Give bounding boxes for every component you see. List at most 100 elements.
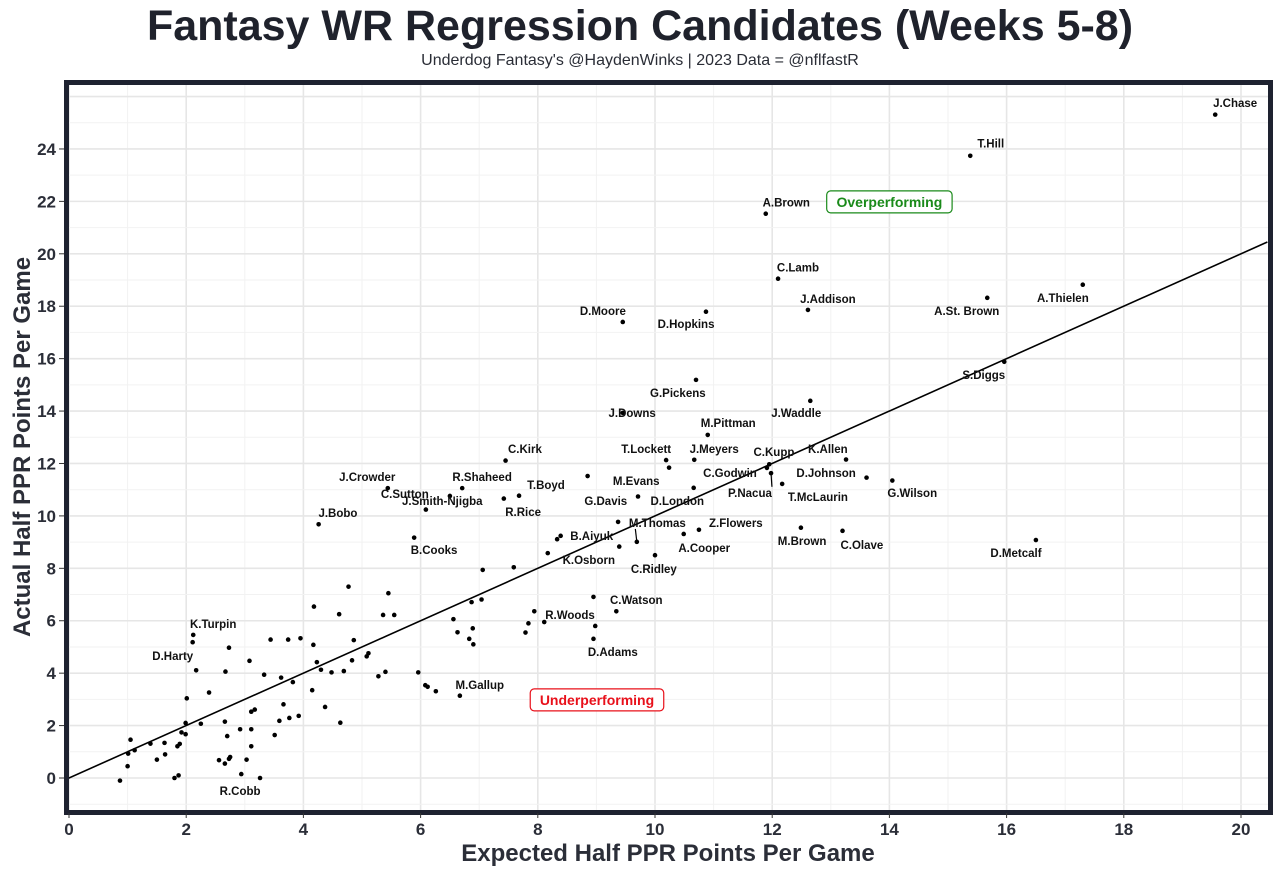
point-label: J.Bobo bbox=[318, 508, 357, 520]
y-tick-label: 12 bbox=[37, 454, 56, 473]
data-point bbox=[179, 730, 184, 735]
data-point bbox=[696, 527, 702, 533]
data-point bbox=[278, 675, 284, 680]
y-tick-label: 8 bbox=[47, 559, 56, 578]
data-point bbox=[466, 636, 472, 642]
data-point bbox=[423, 507, 429, 512]
point-label: P.Nacua bbox=[728, 488, 773, 500]
data-point bbox=[125, 763, 130, 769]
point-label: T.Lockett bbox=[621, 444, 671, 456]
y-tick-label: 18 bbox=[37, 297, 56, 316]
data-point bbox=[705, 432, 711, 438]
data-point bbox=[322, 704, 328, 710]
point-label: M.Evans bbox=[613, 476, 660, 488]
point-label: C.Sutton bbox=[381, 489, 429, 501]
point-label: M.Gallup bbox=[456, 680, 505, 692]
reference-line bbox=[69, 241, 1268, 779]
data-point bbox=[798, 525, 804, 530]
point-label: J.Downs bbox=[608, 408, 655, 420]
point-label: J.Chase bbox=[1213, 98, 1257, 110]
point-label: G.Wilson bbox=[887, 488, 937, 500]
data-point bbox=[148, 741, 153, 746]
data-point bbox=[984, 295, 990, 301]
x-tick-label: 14 bbox=[880, 820, 899, 839]
point-label: J.Smith-Njigba bbox=[402, 496, 483, 508]
data-point bbox=[257, 775, 263, 781]
data-point bbox=[840, 528, 845, 534]
data-point bbox=[554, 536, 560, 542]
point-label: C.Kupp bbox=[754, 447, 795, 459]
x-tick-label: 8 bbox=[533, 820, 542, 839]
data-point bbox=[411, 535, 417, 540]
y-tick-label: 2 bbox=[47, 717, 56, 736]
data-point bbox=[967, 153, 973, 159]
y-tick-label: 0 bbox=[47, 769, 56, 788]
data-point bbox=[125, 751, 131, 756]
data-point bbox=[545, 550, 551, 556]
point-label: A.Brown bbox=[763, 198, 810, 210]
x-tick-label: 4 bbox=[299, 820, 309, 839]
data-point bbox=[1001, 359, 1007, 365]
data-point bbox=[652, 552, 658, 558]
data-point bbox=[470, 626, 476, 631]
data-point bbox=[503, 458, 508, 463]
point-label: A.Cooper bbox=[678, 543, 730, 555]
data-point bbox=[311, 642, 316, 648]
data-point bbox=[501, 496, 507, 501]
point-label: T.Hill bbox=[977, 139, 1004, 151]
data-point bbox=[281, 702, 286, 707]
data-point bbox=[541, 619, 547, 625]
point-label: K.Turpin bbox=[190, 619, 236, 631]
data-point bbox=[585, 473, 590, 479]
annotations: Overperforming Underperforming bbox=[529, 190, 953, 712]
data-point bbox=[172, 775, 177, 781]
annotation-box bbox=[826, 190, 953, 214]
y-equals-x-line bbox=[69, 241, 1268, 779]
data-point bbox=[386, 590, 391, 596]
point-label: C.Godwin bbox=[703, 468, 757, 480]
data-point bbox=[779, 481, 785, 487]
data-point bbox=[469, 599, 474, 605]
y-tick-label: 24 bbox=[37, 140, 56, 159]
data-point bbox=[864, 475, 869, 480]
data-point bbox=[336, 611, 342, 617]
data-point bbox=[591, 636, 596, 642]
point-label: C.Olave bbox=[840, 540, 883, 552]
data-point bbox=[277, 718, 282, 724]
data-point bbox=[614, 609, 619, 614]
data-point bbox=[1033, 537, 1039, 543]
data-point bbox=[227, 754, 233, 760]
chart-title: Fantasy WR Regression Candidates (Weeks … bbox=[146, 2, 1134, 50]
data-point bbox=[261, 672, 267, 678]
data-point bbox=[366, 650, 371, 656]
data-points bbox=[117, 112, 1218, 783]
data-point bbox=[222, 719, 228, 724]
data-point bbox=[268, 637, 273, 642]
x-tick-label: 20 bbox=[1232, 820, 1251, 839]
point-label: A.Thielen bbox=[1037, 293, 1089, 305]
y-axis-title: Actual Half PPR Points Per Game bbox=[9, 257, 36, 637]
data-point bbox=[222, 761, 228, 766]
y-tick-label: 10 bbox=[37, 507, 56, 526]
data-point bbox=[620, 319, 626, 325]
data-point bbox=[447, 493, 453, 499]
data-point bbox=[766, 461, 772, 467]
x-tick-label: 16 bbox=[997, 820, 1016, 839]
data-point bbox=[807, 398, 813, 404]
data-point bbox=[620, 410, 626, 416]
data-point bbox=[290, 679, 296, 685]
data-point bbox=[511, 564, 517, 570]
data-point bbox=[775, 276, 781, 281]
point-label: J.Waddle bbox=[771, 408, 821, 420]
x-tick-label: 18 bbox=[1114, 820, 1133, 839]
data-point bbox=[341, 668, 347, 674]
data-point bbox=[391, 612, 397, 618]
data-point bbox=[190, 639, 195, 645]
data-point bbox=[248, 726, 254, 732]
point-label: R.Rice bbox=[505, 507, 541, 519]
point-label: R.Woods bbox=[545, 610, 595, 622]
data-point bbox=[455, 629, 460, 635]
data-point bbox=[338, 720, 343, 725]
point-label: D.Metcalf bbox=[990, 548, 1041, 560]
data-point bbox=[666, 465, 672, 470]
